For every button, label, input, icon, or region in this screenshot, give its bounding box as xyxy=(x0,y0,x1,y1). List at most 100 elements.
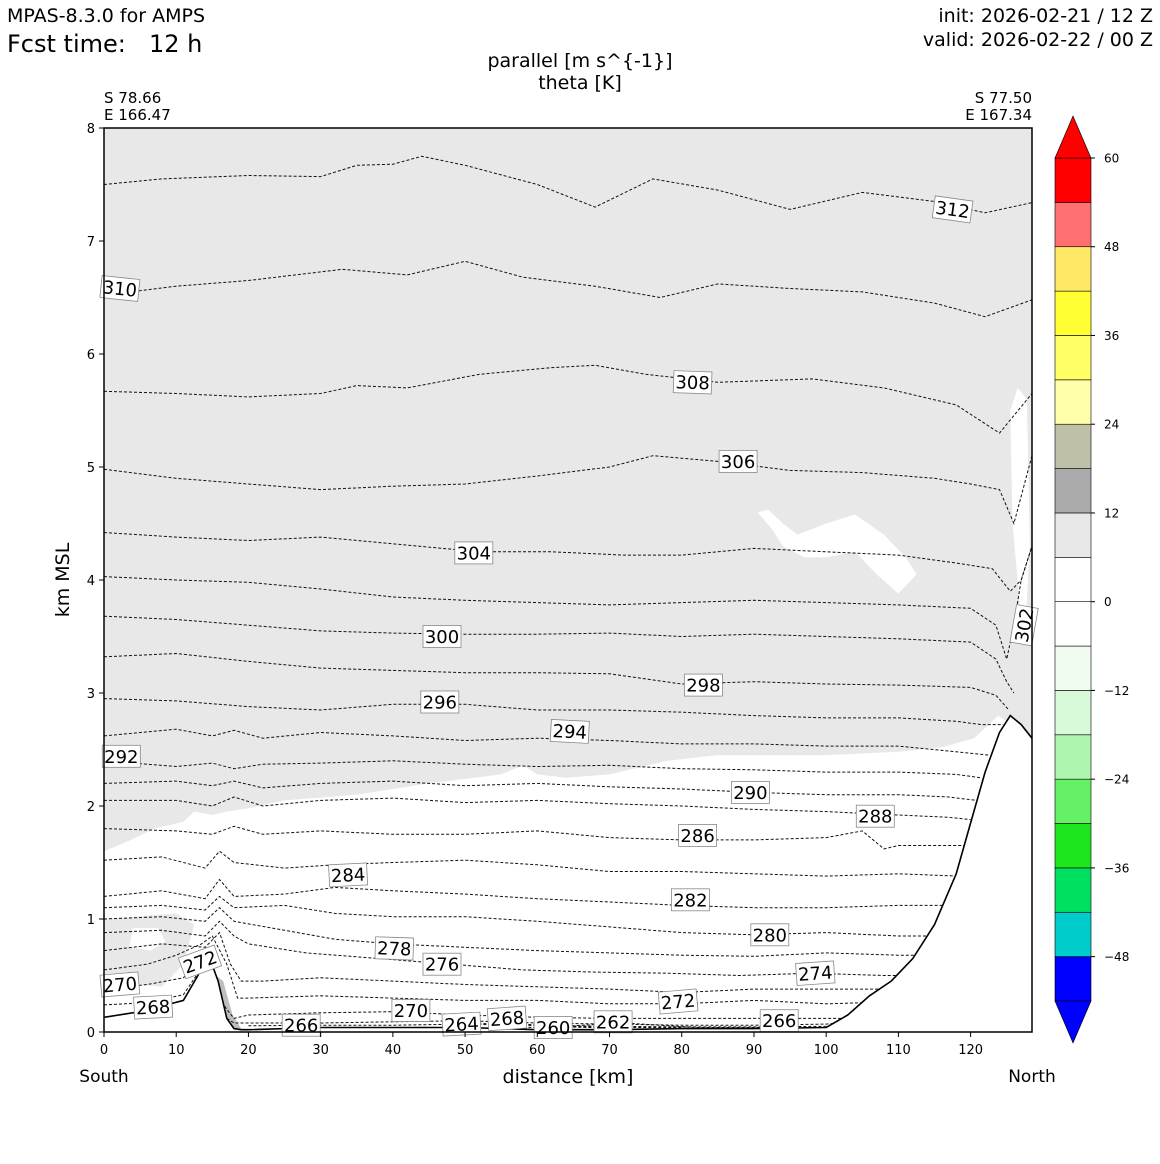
colorbar-segment xyxy=(1054,290,1092,336)
contour-label-text: 292 xyxy=(104,747,138,768)
x-tick-label: 70 xyxy=(601,1043,618,1058)
colorbar-tick-label: 0 xyxy=(1104,595,1112,609)
forecast-time-value: 12 h xyxy=(149,30,202,58)
x-tick-label: 60 xyxy=(529,1043,546,1058)
contour-label-box xyxy=(391,999,431,1022)
contour-label: 298 xyxy=(684,673,723,697)
colorbar-segment xyxy=(1054,734,1092,780)
contour-label-box xyxy=(684,673,723,697)
contour-label-text: 274 xyxy=(797,963,833,986)
contour-label: 274 xyxy=(795,960,836,986)
contour-label: 268 xyxy=(486,1005,528,1032)
contour-label-text: 288 xyxy=(858,807,892,828)
x-axis: 0 10 20 30 40 50 60 70 80 90 100 110 120 xyxy=(100,1032,983,1058)
contour-label-text: 310 xyxy=(102,277,138,301)
colorbar-tick-label: −12 xyxy=(1104,684,1129,698)
x-tick-label: 0 xyxy=(100,1043,108,1058)
contour-label-text: 306 xyxy=(721,452,755,473)
colorbar-segment xyxy=(1054,202,1092,248)
contour-label-box xyxy=(672,370,713,395)
valid-time: valid: 2026-02-22 / 00 Z xyxy=(923,29,1153,51)
contour-label: 260 xyxy=(533,1016,573,1039)
contour-label-text: 280 xyxy=(753,925,787,946)
contour-label: 280 xyxy=(750,923,790,946)
x-tick-label: 100 xyxy=(814,1043,839,1058)
x-tick-label: 110 xyxy=(886,1043,911,1058)
contour-label-text: 282 xyxy=(673,890,707,911)
colorbar-over-arrow xyxy=(1054,115,1092,159)
colorbar-segment xyxy=(1054,690,1092,736)
start-lon: E 166.47 xyxy=(104,106,171,124)
contour-label-text: 284 xyxy=(330,865,365,888)
end-lat: S 77.50 xyxy=(975,89,1032,107)
contour-label-box xyxy=(855,804,895,828)
theta-contour-296 xyxy=(104,698,1004,726)
contour-label-text: 290 xyxy=(733,783,767,804)
colorbar-segment xyxy=(1054,423,1092,469)
contour-label: 282 xyxy=(671,888,710,912)
contour-label: 262 xyxy=(593,1010,633,1034)
colorbar-segment xyxy=(1054,246,1092,292)
contour-label: 276 xyxy=(422,952,462,976)
contour-label-box xyxy=(99,971,141,998)
contour-label-text: 308 xyxy=(675,372,710,394)
theta-contour-304 xyxy=(104,532,1032,593)
contour-label-box xyxy=(931,195,974,224)
theta-contour-262 xyxy=(551,1022,769,1028)
colorbar-segment xyxy=(1054,335,1092,381)
contour-label-box xyxy=(441,1011,482,1037)
x-tick-label: 50 xyxy=(457,1043,474,1058)
end-lon: E 167.34 xyxy=(965,106,1032,124)
colorbar-segment xyxy=(1054,778,1092,824)
chart-title: parallel [m s^{-1}] xyxy=(487,50,672,72)
theta-contour-274 xyxy=(104,931,921,994)
model-name: MPAS-8.3.0 for AMPS xyxy=(7,5,205,27)
theta-contour-312 xyxy=(104,155,1032,214)
contour-label: 302 xyxy=(1009,604,1039,647)
colorbar-tick-label: −48 xyxy=(1104,950,1129,964)
theta-contour-286 xyxy=(104,825,965,850)
contour-label-text: 268 xyxy=(135,997,170,1020)
theta-contour-310 xyxy=(104,260,1032,318)
contour-label-text: 270 xyxy=(394,1001,428,1022)
contour-label: 284 xyxy=(328,862,369,888)
contour-label: 306 xyxy=(718,449,758,473)
contour-label-box xyxy=(374,936,415,961)
contour-label-box xyxy=(281,1013,321,1037)
contour-label-text: 262 xyxy=(596,1012,630,1033)
contour-label: 294 xyxy=(549,719,590,744)
colorbar-segment xyxy=(1054,645,1092,691)
contour-label-text: 296 xyxy=(423,693,457,714)
theta-contour-294 xyxy=(104,728,989,756)
shaded-region xyxy=(104,128,1032,852)
colorbar-tick-label: 12 xyxy=(1104,506,1119,520)
contour-label-box xyxy=(718,449,758,473)
contour-label-text: 268 xyxy=(489,1008,525,1031)
init-time: init: 2026-02-21 / 12 Z xyxy=(938,5,1153,27)
contour-label-layer: 312 310 308 306 304 302 300 298 296 294 292 290 288 2… xyxy=(99,195,1039,1039)
contour-label: 300 xyxy=(422,625,462,648)
colorbar-segment xyxy=(1054,512,1092,558)
contour-label: 290 xyxy=(731,781,770,804)
y-axis: 0 1 2 3 4 5 6 7 8 xyxy=(87,122,104,1041)
contour-label: 268 xyxy=(133,994,174,1020)
contour-label-text: 312 xyxy=(934,198,971,224)
terrain-layer xyxy=(104,714,1032,1032)
contour-label-box xyxy=(657,988,699,1015)
colorbar-tick-label: −36 xyxy=(1104,861,1129,875)
colorbar-segment xyxy=(1054,468,1092,514)
contour-label: 278 xyxy=(374,936,415,961)
y-tick-label: 7 xyxy=(87,235,95,250)
contour-label: 270 xyxy=(99,971,141,998)
x-tick-label: 80 xyxy=(673,1043,690,1058)
x-tick-label: 40 xyxy=(385,1043,402,1058)
y-tick-label: 1 xyxy=(87,913,95,928)
contour-label-box xyxy=(422,952,462,976)
theta-contour-282 xyxy=(104,878,952,909)
contour-label-box xyxy=(731,781,770,804)
contour-label-box xyxy=(671,888,710,912)
contour-label-box xyxy=(593,1010,633,1034)
y-tick-label: 2 xyxy=(87,800,95,815)
colorbar-segment xyxy=(1054,157,1092,203)
contour-label-box xyxy=(454,541,494,565)
